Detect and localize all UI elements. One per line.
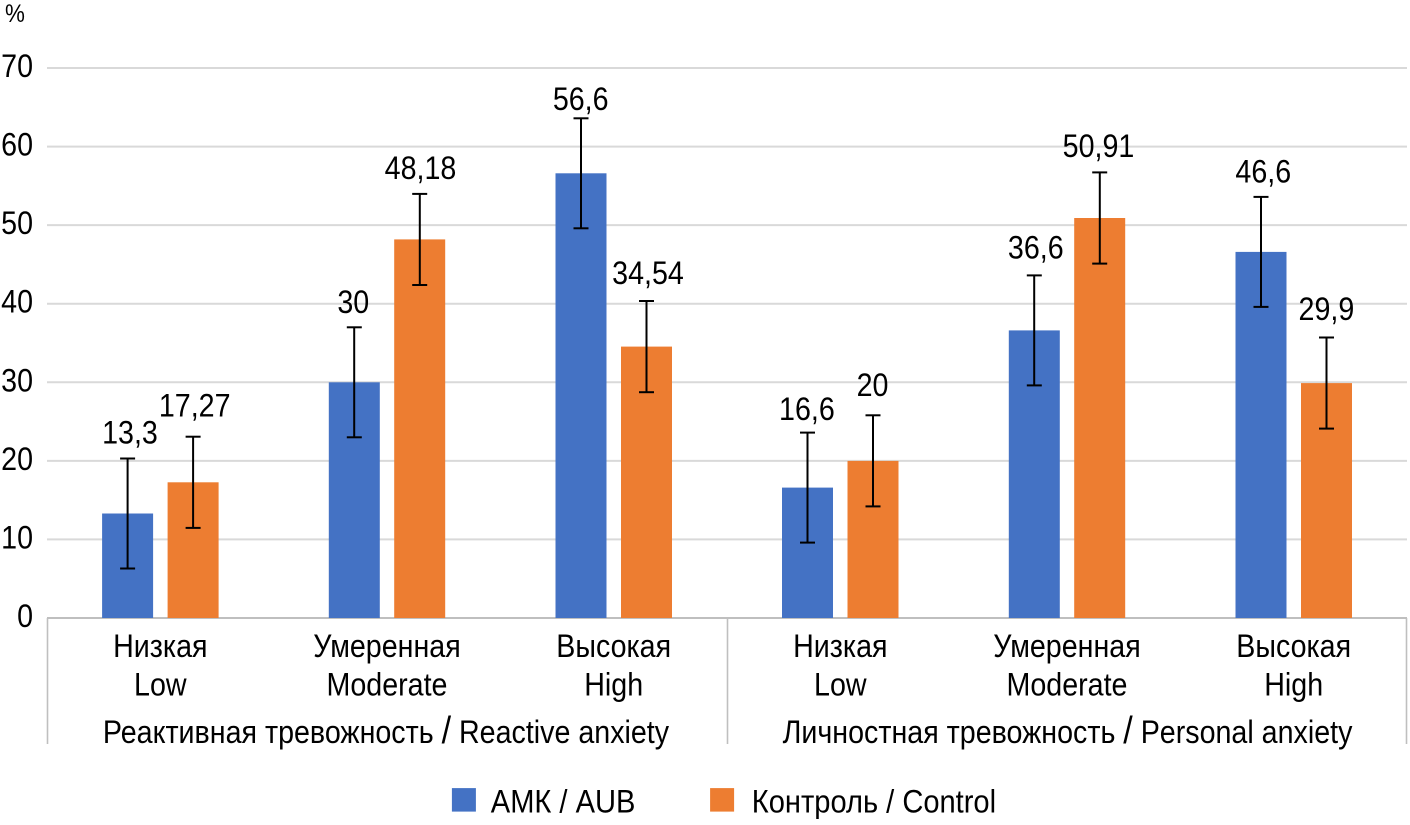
svg-text:Умеренная: Умеренная	[313, 630, 460, 665]
svg-text:29,9: 29,9	[1299, 292, 1355, 327]
svg-text:Низкая: Низкая	[793, 630, 887, 665]
svg-text:Moderate: Moderate	[327, 668, 448, 703]
svg-text:30: 30	[337, 286, 369, 321]
svg-text:48,18: 48,18	[385, 152, 457, 187]
svg-text:46,6: 46,6	[1235, 155, 1291, 190]
svg-text:50,91: 50,91	[1063, 130, 1135, 165]
svg-text:10: 10	[1, 521, 33, 556]
svg-text:20: 20	[857, 369, 889, 404]
svg-text:50: 50	[1, 207, 33, 242]
svg-text:High: High	[584, 668, 643, 703]
svg-text:60: 60	[1, 128, 33, 163]
svg-text:40: 40	[1, 285, 33, 320]
svg-text:Умеренная: Умеренная	[993, 630, 1140, 665]
svg-text:13,3: 13,3	[102, 416, 158, 451]
svg-text:АМК / AUB: АМК / AUB	[491, 783, 636, 820]
svg-text:34,54: 34,54	[612, 257, 684, 292]
svg-text:Реактивная тревожность / React: Реактивная тревожность / Reactive anxiet…	[103, 708, 670, 751]
svg-text:High: High	[1264, 668, 1323, 703]
svg-text:0: 0	[17, 600, 33, 635]
svg-text:Высокая: Высокая	[1236, 630, 1351, 665]
svg-text:Moderate: Moderate	[1007, 668, 1128, 703]
svg-text:Контроль / Control: Контроль / Control	[752, 783, 996, 820]
svg-text:36,6: 36,6	[1008, 231, 1064, 266]
svg-text:20: 20	[1, 443, 33, 478]
svg-text:70: 70	[1, 50, 33, 85]
svg-text:Low: Low	[814, 668, 867, 703]
svg-text:56,6: 56,6	[553, 83, 609, 118]
svg-text:Личностная тревожность / Perso: Личностная тревожность / Personal anxiet…	[783, 708, 1354, 751]
svg-text:16,6: 16,6	[779, 393, 835, 428]
svg-text:Высокая: Высокая	[556, 630, 671, 665]
svg-text:Низкая: Низкая	[113, 630, 207, 665]
svg-text:17,27: 17,27	[159, 389, 231, 424]
svg-text:%: %	[5, 1, 25, 28]
svg-text:30: 30	[1, 364, 33, 399]
svg-text:Low: Low	[134, 668, 187, 703]
